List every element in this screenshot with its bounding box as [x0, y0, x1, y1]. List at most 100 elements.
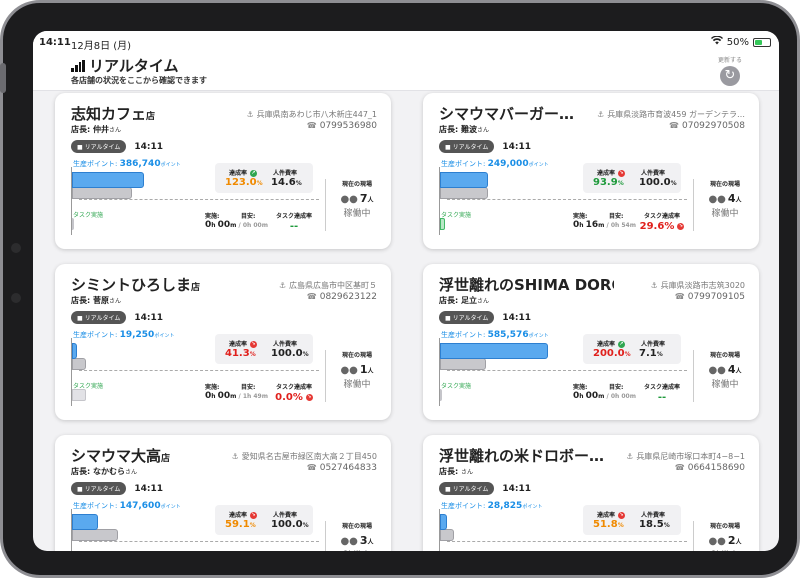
- staff-unit: 人: [735, 539, 742, 546]
- task-rate-trend-icon: ↘: [305, 393, 313, 401]
- working-label: 稼働中: [711, 380, 739, 390]
- refresh-label: 更新する: [717, 57, 742, 64]
- manager-name: 仲井: [92, 125, 109, 134]
- rate-box: 達成率 ↘ 人件費率 51.8% 18.5%: [583, 505, 681, 535]
- store-suffix: 店: [191, 283, 201, 293]
- task-rate-value: --: [269, 221, 319, 232]
- refresh-control[interactable]: 更新する ↻: [715, 55, 745, 86]
- achievement-pct: %: [249, 351, 256, 358]
- store-name: シマウマ大高店: [71, 445, 170, 466]
- store-phone: ☎ 0799536980: [307, 121, 377, 131]
- productivity-prefix: 生産ポイント:: [73, 331, 120, 339]
- achievement-pct: %: [249, 522, 256, 529]
- location-icon: ⚓: [626, 452, 634, 461]
- working-label: 稼働中: [697, 548, 753, 551]
- phone-icon: ☎: [306, 121, 317, 130]
- store-card[interactable]: 浮世離れのSHIMA DORO… 店長: 足立さん ⚓兵庫県淡路市志筑3020 …: [423, 264, 759, 420]
- task-rate: タスク達成率 --: [637, 382, 687, 403]
- achievement-number: 41.3: [225, 348, 250, 359]
- staff-divider: [325, 521, 326, 551]
- actual-label: 実施:: [205, 213, 220, 220]
- store-phone: ☎ 0799709105: [675, 292, 745, 302]
- manager-san: さん: [124, 469, 137, 476]
- staff-count: ●● 3人: [329, 534, 385, 547]
- realtime-badge-text: リアルタイム: [84, 486, 121, 493]
- staff-unit: 人: [367, 368, 374, 375]
- achievement-value: 41.3%: [225, 348, 256, 359]
- achievement-trend-icon: ↘: [618, 512, 626, 519]
- target-hours: 0: [610, 393, 615, 400]
- productivity-points: 28,825: [487, 501, 523, 511]
- chart-axis: [71, 167, 72, 235]
- achievement-label: 達成率 ↗: [229, 168, 258, 177]
- realtime-badge-text: リアルタイム: [84, 144, 121, 151]
- task-time-row: 実施: 0h 16m / 0h 54m: [573, 211, 636, 230]
- staff-panel: 現在の現場 ●● 4人 稼働中: [697, 179, 753, 219]
- phone-icon: ☎: [306, 463, 317, 472]
- store-card[interactable]: シマウマバーガー… 店長: 難波さん ⚓ 兵庫県淡路市育波459 ガーデンテラ… …: [423, 93, 759, 249]
- task-bar: [72, 389, 87, 401]
- realtime-row: ■ リアルタイム 14:11: [439, 140, 531, 153]
- store-card[interactable]: シマウマ大高店 店長: なかむらさん ⚓ 愛知県名古屋市緑区南大高２丁目450 ☎…: [55, 435, 391, 551]
- achievement-label-text: 達成率: [229, 341, 248, 348]
- achievement-value: 200.0%: [593, 348, 631, 359]
- actual-h-unit: h: [579, 393, 584, 400]
- target-time: 0h 00m: [611, 393, 636, 400]
- staff-unit: 人: [367, 197, 374, 204]
- productivity-prefix: 生産ポイント:: [441, 331, 488, 339]
- task-rate-label: タスク達成率: [643, 213, 680, 220]
- people-icon: ●●: [340, 194, 358, 205]
- rate-box: 達成率 ↘ 人件費率 41.3% 100.0%: [215, 334, 313, 364]
- labor-pct: %: [663, 522, 670, 529]
- productivity-label: 生産ポイント: 147,600ポイント: [73, 501, 181, 511]
- achievement-trend-icon: ↘: [250, 512, 258, 519]
- people-icon: ●●: [340, 536, 358, 547]
- chart-axis: [439, 167, 440, 235]
- time-separator: /: [238, 393, 243, 400]
- people-icon: ●●: [708, 194, 726, 205]
- manager-name: 難波: [460, 125, 477, 134]
- task-done-label: タスク実施: [73, 212, 104, 219]
- realtime-row: ■ リアルタイム 14:11: [71, 311, 163, 324]
- store-address: ⚓ 兵庫県淡路市育波459 ガーデンテラ…: [597, 109, 745, 120]
- productivity-label: 生産ポイント: 28,825ポイント: [441, 501, 542, 511]
- store-card[interactable]: 志知カフェ店 店長: 仲井さん ⚓ 兵庫県南あわじ市八木新庄447_1 ☎ 0799…: [55, 93, 391, 249]
- target-bar: [72, 358, 87, 370]
- staff-count: ●● 4人: [697, 363, 753, 376]
- status-bar: 14:11 12月8日 (月) 50%: [33, 31, 779, 53]
- realtime-time: 14:11: [502, 141, 532, 152]
- actual-minutes: 00: [585, 391, 599, 401]
- manager-san: さん: [108, 127, 121, 134]
- phone-text: 0799536980: [319, 121, 377, 131]
- task-bar: [440, 389, 442, 401]
- productivity-bar: [72, 343, 77, 359]
- manager-san: さん: [476, 127, 489, 134]
- target-label: 目安:: [241, 213, 256, 220]
- store-name-text: 浮世離れのSHIMA DORO…: [439, 276, 614, 294]
- staff-divider: [325, 350, 326, 402]
- location-icon: ⚓: [650, 281, 658, 290]
- achievement-label: 達成率 ↘: [229, 510, 258, 519]
- chart-axis: [439, 509, 440, 551]
- store-card[interactable]: シミントひろしま店 店長: 菅原さん ⚓ 広島県広島市中区基町５ ☎ 0829623…: [55, 264, 391, 420]
- video-icon: ■: [445, 144, 453, 151]
- achievement-pct: %: [256, 180, 263, 187]
- target-hours: 1: [242, 393, 247, 400]
- target-m-unit: m: [629, 393, 636, 400]
- store-name: 浮世離れの米ドロボー…: [439, 445, 604, 466]
- manager-name: 足立: [460, 296, 477, 305]
- store-card[interactable]: 浮世離れの米ドロボー… 店長: さん ⚓ 兵庫県尼崎市塚口本町4−8−1 ☎ 066…: [423, 435, 759, 551]
- target-bar: [440, 187, 488, 199]
- productivity-chart: 生産ポイント: 585,576ポイント タスク実施: [439, 330, 694, 410]
- store-address: ⚓ 広島県広島市中区基町５: [279, 280, 377, 291]
- rate-box: 達成率 ↗ 人件費率 200.0% 7.1%: [583, 334, 681, 364]
- bar-chart-icon: [71, 59, 85, 72]
- refresh-icon[interactable]: ↻: [720, 66, 740, 86]
- store-name-text: シミントひろしま: [71, 276, 192, 294]
- productivity-bar: [440, 172, 488, 188]
- location-icon: ⚓: [246, 110, 254, 119]
- staff-number: 7: [359, 192, 368, 205]
- actual-h-unit: h: [579, 222, 584, 229]
- productivity-label: 生産ポイント: 19,250ポイント: [73, 330, 174, 340]
- staff-panel: 現在の現場 ●● 1人 稼働中: [329, 350, 385, 390]
